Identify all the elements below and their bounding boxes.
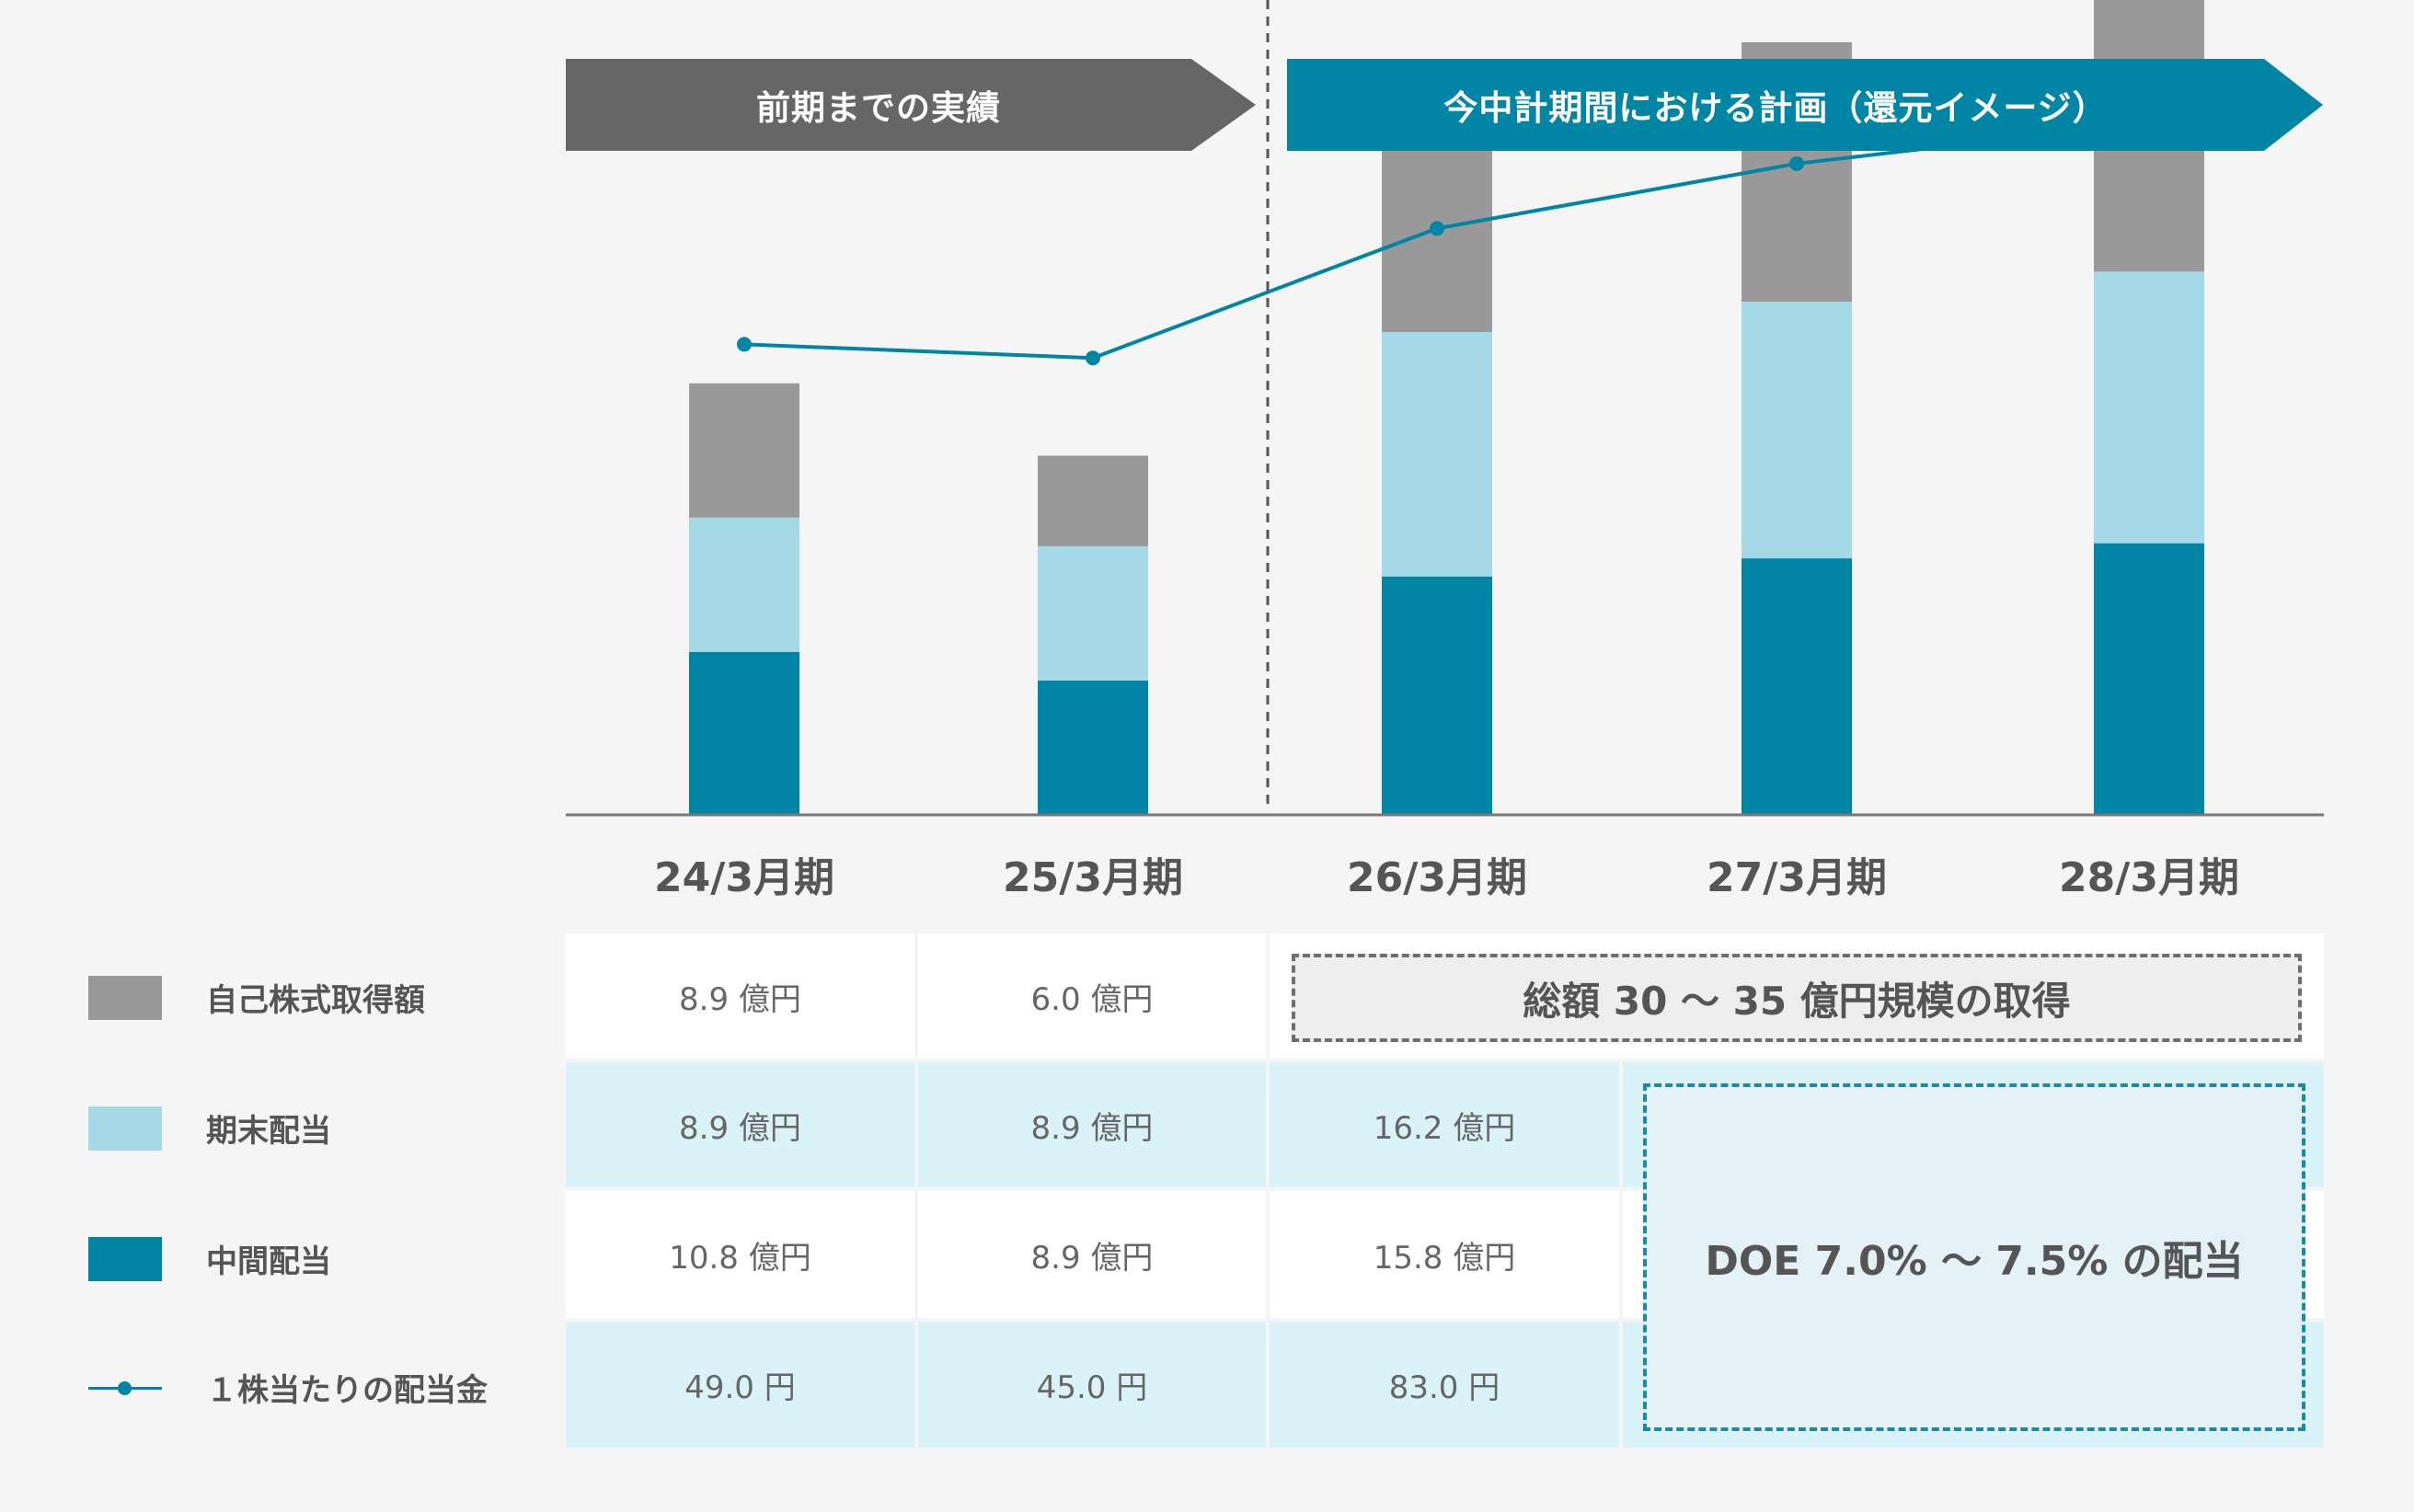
x-tick-label: 24/3月期	[654, 854, 834, 901]
dps-point	[1086, 350, 1100, 366]
table-cell: 8.9 億円	[566, 1062, 914, 1187]
table-cell: 6.0 億円	[918, 934, 1266, 1059]
doe-plan-box: DOE 7.0% 〜 7.5% の配当	[1643, 1083, 2305, 1431]
interim-bar-segment	[1038, 680, 1148, 815]
buyback-plan-box: 総額 30 〜 35 億円規模の取得	[1292, 954, 2302, 1042]
buyback-swatch	[88, 975, 162, 1020]
interim-bar-segment	[1382, 576, 1492, 815]
table-cell: 83.0 円	[1270, 1322, 1619, 1448]
x-tick-label: 26/3月期	[1347, 854, 1527, 901]
table-cell: 8.9 億円	[918, 1062, 1266, 1187]
year-end-swatch	[88, 1105, 162, 1151]
table-cell: 16.2 億円	[1270, 1062, 1619, 1187]
legend-label: 期末配当	[206, 1113, 331, 1150]
legend-label: １株当たりの配当金	[206, 1372, 488, 1409]
legend-label: 自己株式取得額	[206, 982, 425, 1019]
plan-banner: 今中計期間における計画（還元イメージ）	[1287, 59, 2323, 151]
dps-point	[1789, 155, 1804, 171]
table-cell: 8.9 億円	[566, 934, 914, 1059]
plan-label: 今中計期間における計画（還元イメージ）	[1443, 88, 2108, 128]
dps-point	[737, 337, 752, 352]
table-cell: 49.0 円	[566, 1322, 914, 1448]
x-tick-label: 25/3月期	[1003, 854, 1183, 901]
year-end-bar-segment	[1038, 545, 1148, 681]
x-tick-label: 27/3月期	[1707, 854, 1887, 901]
dps-line-swatch	[88, 1366, 162, 1410]
year-end-bar-segment	[1382, 331, 1492, 577]
year-end-bar-segment	[689, 517, 799, 652]
legend-item-year-end: 期末配当	[88, 1105, 331, 1151]
table-cell: 10.8 億円	[566, 1191, 914, 1318]
interim-swatch	[88, 1236, 162, 1281]
past-results-label: 前期までの実績	[756, 88, 1001, 128]
legend-label: 中間配当	[206, 1243, 331, 1280]
buyback-bar-segment	[1038, 455, 1148, 546]
dps-point	[1430, 221, 1444, 236]
legend-item-dps: １株当たりの配当金	[88, 1365, 488, 1410]
interim-bar-segment	[1742, 558, 1852, 815]
year-end-bar-segment	[1742, 302, 1852, 559]
legend-item-buyback: 自己株式取得額	[88, 975, 425, 1020]
interim-bar-segment	[689, 651, 799, 815]
table-cell: 45.0 円	[918, 1322, 1266, 1448]
table-cell: 15.8 億円	[1270, 1191, 1619, 1318]
past-results-banner: 前期までの実績	[566, 59, 1256, 151]
dividend-chart	[566, 0, 2324, 817]
buyback-bar-segment	[689, 383, 799, 518]
legend-item-interim: 中間配当	[88, 1236, 331, 1281]
interim-bar-segment	[2094, 543, 2204, 815]
x-tick-label: 28/3月期	[2059, 854, 2239, 901]
table-cell: 8.9 億円	[918, 1191, 1266, 1318]
year-end-bar-segment	[2094, 271, 2204, 544]
